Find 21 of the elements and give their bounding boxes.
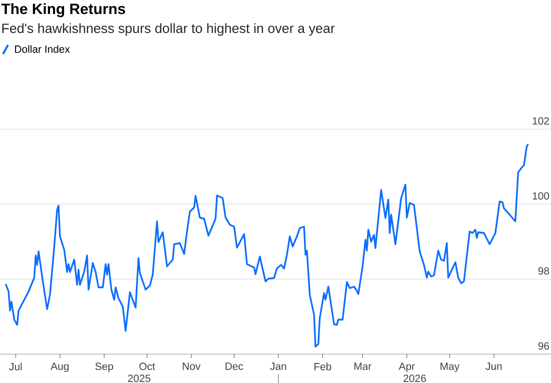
x-tick-label: Aug [50,362,69,372]
x-tick-label: Oct [139,362,156,370]
text: 2026 [404,374,426,382]
legend-label: Dollar Index [15,45,70,53]
x-tick-label: Feb [314,362,332,370]
y-tick-label: 98 [538,267,550,275]
x-tick-label: Mar [354,362,372,370]
x-tick-label: Jan [270,362,286,370]
chart-title: The King Returns [1,3,126,18]
chart-subtitle: Fed's hawkishness spurs dollar to highest in over a year [2,23,335,36]
x-tick-label: Nov [182,362,201,370]
y-tick-label: 96 [538,342,550,350]
x-tick-label: Apr [398,362,415,372]
text: 2025 [128,374,150,382]
x-tick-label: May [440,362,460,372]
x-tick-label: Jun [486,362,502,370]
x-tick-label: Sep [95,362,114,372]
x-tick-label: Jul [9,362,22,370]
x-tick-label: Dec [226,362,244,370]
y-tick-label: 102 [532,117,549,125]
y-tick-label: 100 [532,192,550,200]
